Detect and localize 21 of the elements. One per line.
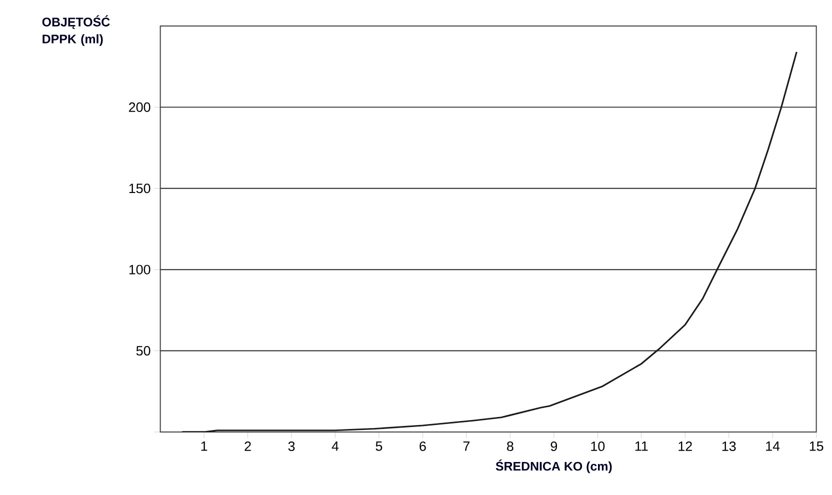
y-axis-title: OBJĘTOŚĆ DPPK (ml) xyxy=(42,15,110,46)
x-tick-label: 2 xyxy=(244,442,251,451)
y-tick-label: 50 xyxy=(136,346,150,356)
x-tick-label: 12 xyxy=(678,442,692,451)
x-tick-label: 8 xyxy=(507,442,514,452)
x-tick-label: 7 xyxy=(463,442,470,451)
y-tick-label: 150 xyxy=(129,184,150,194)
y-tick-label: 200 xyxy=(129,102,150,112)
x-tick-label: 6 xyxy=(420,442,426,452)
x-tick-label: 9 xyxy=(550,442,558,452)
x-tick-label: 1 xyxy=(201,442,208,451)
x-tick-label: 5 xyxy=(376,442,382,451)
x-tick-label: 10 xyxy=(591,442,605,452)
x-tick-label: 3 xyxy=(288,442,295,452)
y-tick-label: 100 xyxy=(129,264,150,274)
x-tick-label: 11 xyxy=(635,442,648,451)
x-tick-label: 15 xyxy=(810,442,824,451)
x-tick-label: 4 xyxy=(332,442,339,451)
x-axis-title: ŚREDNICA KO (cm) xyxy=(496,460,612,474)
x-tick-label: 14 xyxy=(766,442,780,451)
x-tick-label: 13 xyxy=(722,442,736,452)
